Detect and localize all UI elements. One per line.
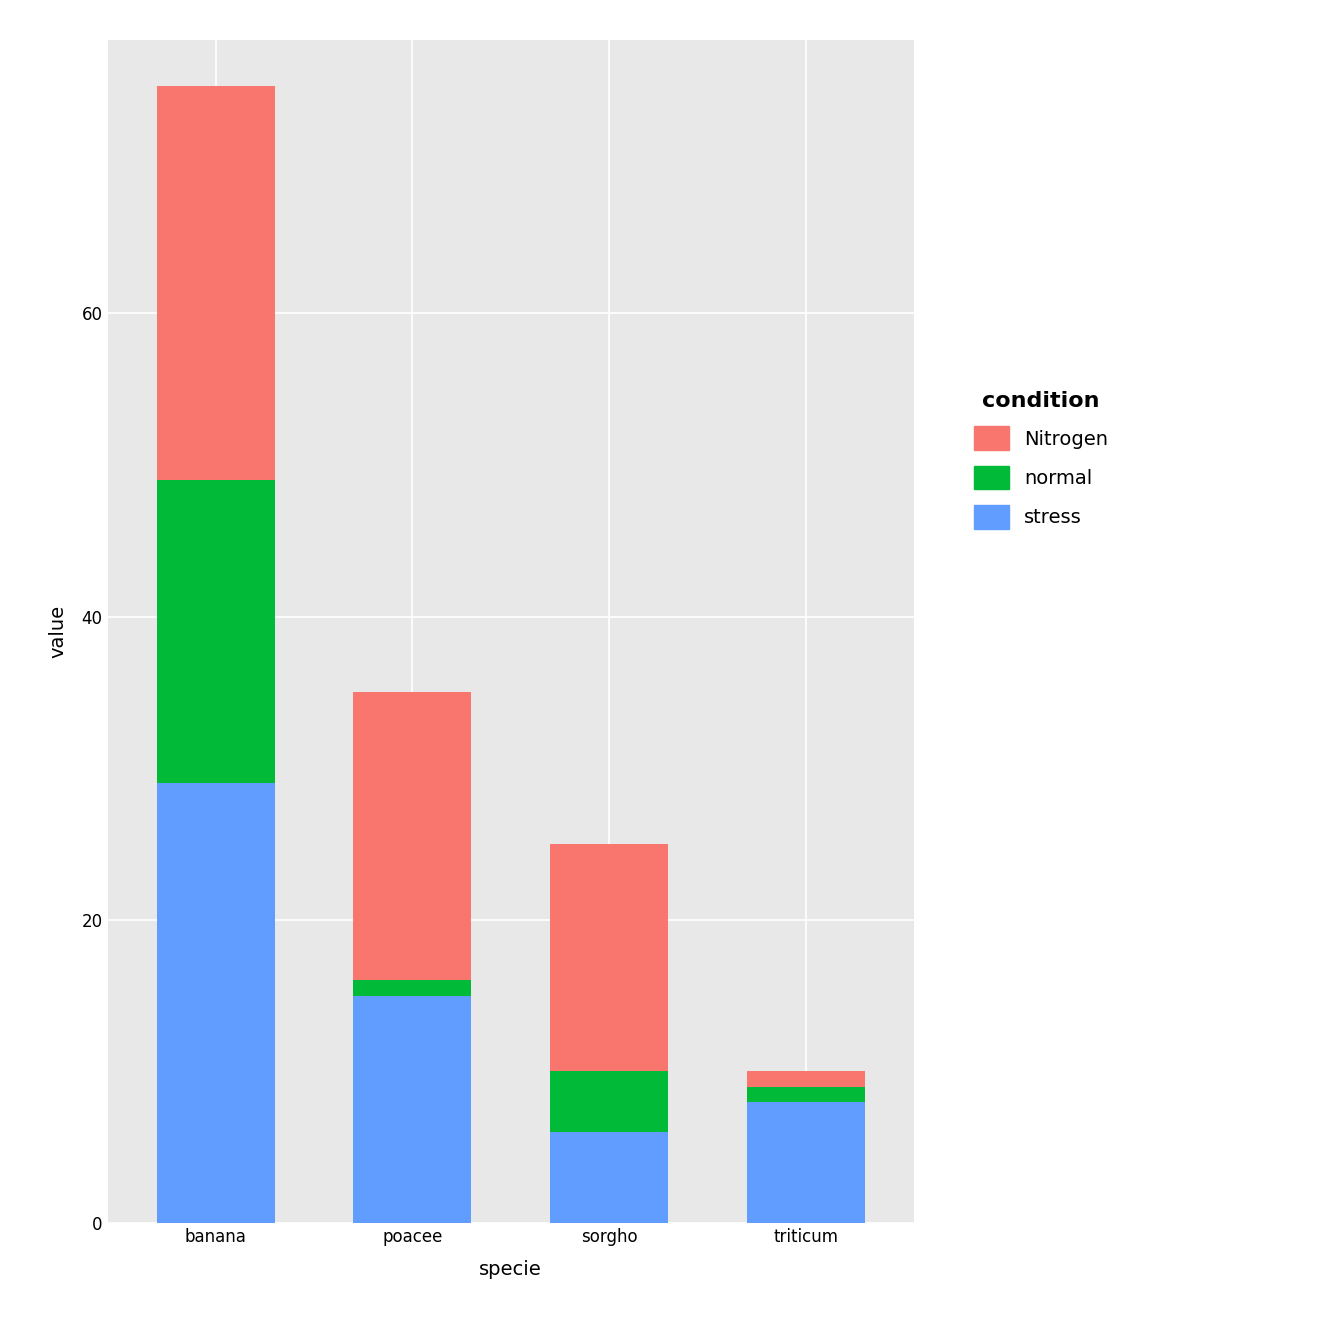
Bar <box>353 980 472 996</box>
Bar <box>747 1071 864 1086</box>
X-axis label: specie: specie <box>480 1259 542 1278</box>
Bar <box>353 692 472 980</box>
Bar <box>747 1086 864 1102</box>
Bar <box>157 784 274 1223</box>
Bar <box>353 996 472 1223</box>
Y-axis label: value: value <box>48 605 67 659</box>
Bar <box>550 844 668 1071</box>
Legend: Nitrogen, normal, stress: Nitrogen, normal, stress <box>964 382 1118 539</box>
Bar <box>550 1071 668 1132</box>
Bar <box>157 86 274 480</box>
Bar <box>157 480 274 784</box>
Bar <box>550 1132 668 1223</box>
Bar <box>747 1102 864 1223</box>
